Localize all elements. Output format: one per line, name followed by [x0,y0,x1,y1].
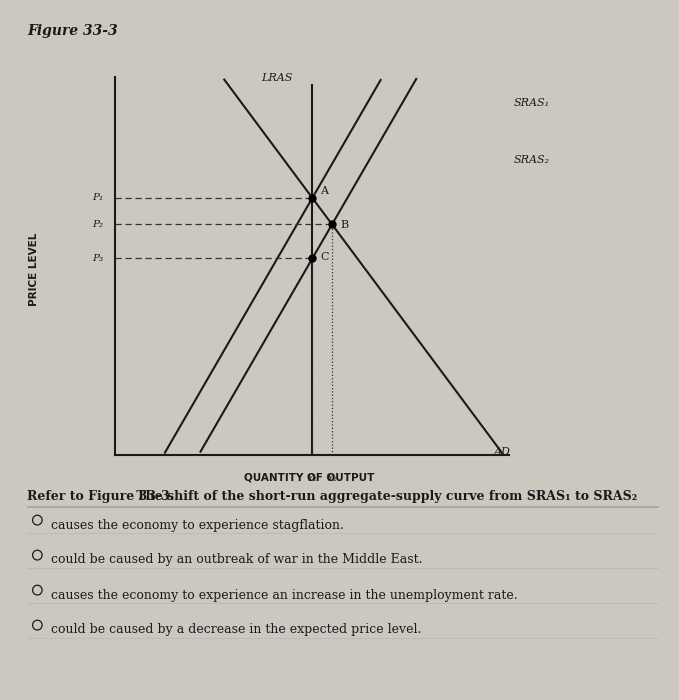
Text: P₃: P₃ [92,254,104,263]
Text: B: B [340,220,348,230]
Text: LRAS: LRAS [261,73,293,83]
Text: Y₂: Y₂ [327,474,337,483]
Text: The shift of the short-run aggregate-supply curve from SRAS₁ to SRAS₂: The shift of the short-run aggregate-sup… [132,490,638,503]
Text: Figure 33-3: Figure 33-3 [27,25,117,38]
Text: causes the economy to experience stagflation.: causes the economy to experience stagfla… [51,519,344,531]
Text: P₂: P₂ [92,220,104,229]
Text: could be caused by an outbreak of war in the Middle East.: could be caused by an outbreak of war in… [51,554,422,566]
Text: QUANTITY OF OUTPUT: QUANTITY OF OUTPUT [244,473,374,482]
Text: AD: AD [494,447,511,457]
Text: C: C [320,252,329,262]
Text: Refer to Figure 33-3.: Refer to Figure 33-3. [27,490,174,503]
Text: could be caused by a decrease in the expected price level.: could be caused by a decrease in the exp… [51,624,421,636]
Text: causes the economy to experience an increase in the unemployment rate.: causes the economy to experience an incr… [51,589,517,601]
Text: SRAS₂: SRAS₂ [513,155,549,165]
Text: Y₁: Y₁ [307,474,318,483]
Text: SRAS₁: SRAS₁ [513,99,549,108]
Text: P₁: P₁ [92,193,104,202]
Text: PRICE LEVEL: PRICE LEVEL [29,233,39,306]
Text: A: A [320,186,328,196]
